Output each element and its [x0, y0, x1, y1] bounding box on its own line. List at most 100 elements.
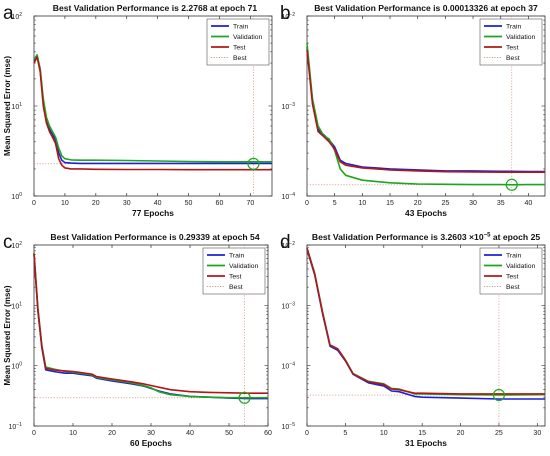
y-tick-base: 10 — [11, 364, 19, 371]
x-tick-label: 50 — [185, 200, 193, 207]
chart-panel-c: c Best Validation Performance is 0.29339 … — [3, 232, 272, 448]
y-tick-exponent: −2 — [289, 12, 295, 18]
series-line-validation — [306, 43, 545, 186]
y-tick-base: 10 — [11, 194, 19, 201]
x-tick-label: 70 — [246, 200, 254, 207]
y-tick-base: 10 — [11, 14, 19, 21]
chart-panel-a: a Best Validation Performance is 2.2768 a… — [3, 3, 273, 218]
best-marker — [505, 178, 518, 191]
y-tick-base: 10 — [282, 424, 290, 431]
legend-label-test: Test — [233, 45, 246, 52]
legend: Train Validation Test Best — [206, 18, 270, 66]
legend-label-best: Best — [506, 284, 520, 291]
legend-label-best: Best — [506, 55, 520, 62]
y-tick-exponent: −4 — [289, 192, 295, 198]
x-axis-label: 60 Epochs — [130, 438, 172, 448]
y-tick-exponent: −2 — [289, 241, 295, 247]
x-tick-label: 15 — [386, 200, 394, 207]
y-tick-label: 10−4 — [282, 362, 296, 371]
chart-title-text: Best Validation Performance is 3.2603 ×1… — [312, 232, 484, 242]
best-marker — [247, 157, 260, 170]
best-marker — [238, 391, 251, 404]
x-tick-label: 25 — [495, 430, 503, 437]
y-tick-base: 10 — [11, 303, 19, 310]
y-tick-label: 10−3 — [282, 102, 296, 111]
y-tick-base: 10 — [9, 424, 17, 431]
chart-title: Best Validation Performance is 3.2603 ×1… — [312, 232, 540, 242]
chart-title-text: Best Validation Performance is 0.0001332… — [314, 3, 538, 13]
x-tick-label: 10 — [69, 430, 77, 437]
x-tick-label: 15 — [418, 430, 426, 437]
x-tick-label: 50 — [225, 430, 233, 437]
legend-label-validation: Validation — [233, 34, 263, 41]
legend-label-validation: Validation — [229, 263, 259, 270]
y-tick-label: 10−3 — [282, 301, 296, 310]
chart-title: Best Validation Performance is 0.0001332… — [314, 3, 538, 13]
legend-label-validation: Validation — [506, 34, 536, 41]
x-tick-label: 30 — [147, 430, 155, 437]
legend-label-best: Best — [229, 284, 243, 291]
y-tick-exponent: −5 — [289, 422, 295, 428]
y-tick-base: 10 — [11, 104, 19, 111]
x-tick-label: 5 — [343, 430, 347, 437]
y-tick-base: 10 — [282, 14, 290, 21]
y-tick-label: 101 — [11, 301, 22, 310]
x-tick-label: 10 — [380, 430, 388, 437]
x-tick-label: 60 — [216, 200, 224, 207]
panel-letter: d — [280, 232, 291, 253]
x-axis-label: 77 Epochs — [132, 208, 174, 218]
y-tick-exponent: −4 — [289, 362, 295, 368]
y-tick-base: 10 — [11, 243, 19, 250]
y-tick-label: 100 — [11, 192, 22, 201]
x-axis-label: 43 Epochs — [405, 208, 447, 218]
y-tick-exponent: −3 — [289, 102, 295, 108]
x-tick-label: 20 — [457, 430, 465, 437]
x-tick-label: 0 — [305, 430, 309, 437]
x-axis-label: 31 Epochs — [405, 438, 447, 448]
y-tick-base: 10 — [282, 194, 290, 201]
y-tick-base: 10 — [282, 104, 290, 111]
y-tick-label: 102 — [11, 12, 22, 21]
x-tick-label: 0 — [32, 200, 36, 207]
y-tick-exponent: −1 — [16, 422, 22, 428]
x-tick-label: 20 — [108, 430, 116, 437]
y-tick-exponent: 2 — [19, 241, 22, 247]
y-axis-label: Mean Squared Error (mse) — [3, 285, 12, 385]
series-line-validation — [33, 54, 272, 163]
best-marker — [492, 388, 506, 402]
x-tick-label: 10 — [61, 200, 69, 207]
legend-label-train: Train — [506, 253, 521, 260]
panel-letter: a — [3, 3, 14, 24]
chart-title-exponent: −5 — [484, 233, 492, 239]
chart-title: Best Validation Performance is 2.2768 at… — [53, 3, 258, 13]
x-tick-label: 30 — [123, 200, 131, 207]
y-tick-label: 10−4 — [282, 192, 296, 201]
legend-label-test: Test — [229, 274, 242, 281]
legend-label-test: Test — [506, 274, 519, 281]
legend: Train Validation Test Best — [202, 247, 266, 295]
x-tick-label: 60 — [264, 430, 272, 437]
x-tick-label: 30 — [469, 200, 477, 207]
y-tick-label: 100 — [11, 362, 22, 371]
x-tick-label: 0 — [32, 430, 36, 437]
chart-title-text: Best Validation Performance is 0.29339 a… — [50, 232, 259, 242]
x-tick-label: 20 — [414, 200, 422, 207]
x-tick-label: 30 — [533, 430, 541, 437]
y-tick-exponent: 1 — [19, 301, 22, 307]
chart-title-text: Best Validation Performance is 2.2768 at… — [53, 3, 258, 13]
y-tick-base: 10 — [282, 243, 290, 250]
x-tick-label: 40 — [154, 200, 162, 207]
legend: Train Validation Test Best — [479, 247, 543, 295]
y-tick-exponent: 2 — [19, 12, 22, 18]
legend: Train Validation Test Best — [479, 18, 543, 66]
y-tick-label: 101 — [11, 102, 22, 111]
series-line-test — [306, 49, 545, 173]
y-tick-label: 10−2 — [282, 12, 296, 21]
y-tick-exponent: 0 — [19, 362, 22, 368]
y-tick-exponent: −3 — [289, 301, 295, 307]
legend-label-train: Train — [506, 24, 521, 31]
legend-label-validation: Validation — [506, 263, 536, 270]
y-tick-label: 10−1 — [9, 422, 23, 431]
y-tick-base: 10 — [282, 364, 290, 371]
x-tick-label: 10 — [358, 200, 366, 207]
